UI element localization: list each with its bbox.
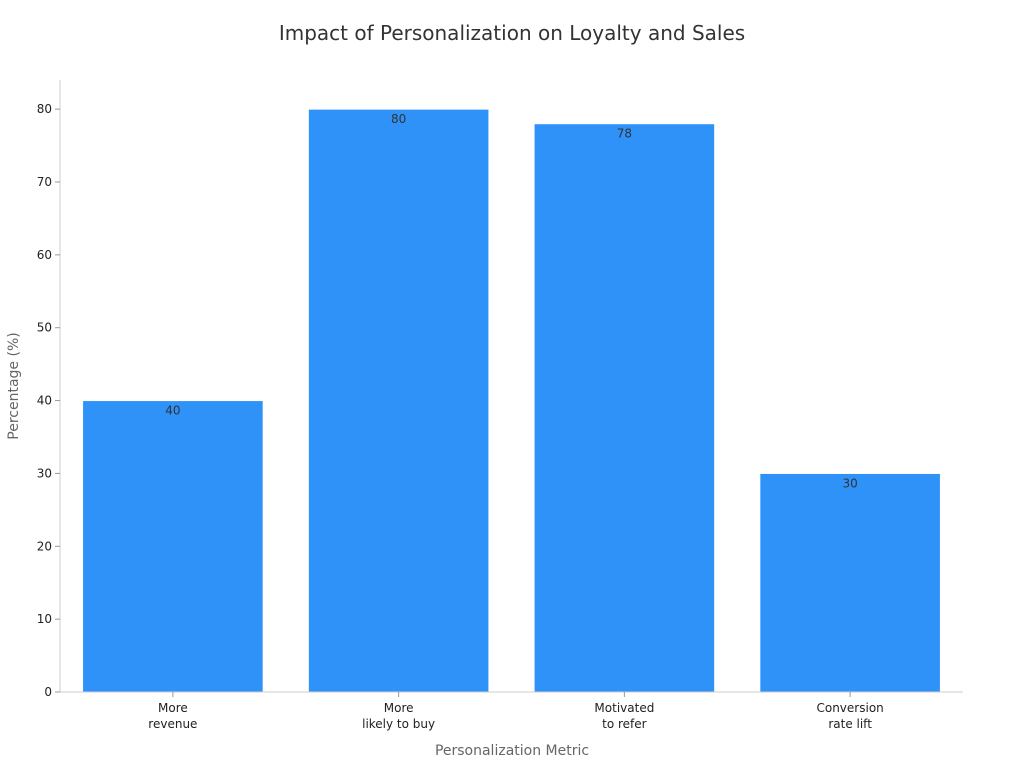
bar-2 xyxy=(533,123,716,693)
y-tick-label-3: 30 xyxy=(37,466,52,480)
bars-group: 40 80 78 30 xyxy=(82,108,941,693)
x-axis-label: Personalization Metric xyxy=(435,743,589,759)
y-tick-label-4: 40 xyxy=(37,394,52,408)
x-tick-label-3: Conversion rate lift xyxy=(816,701,883,731)
x-tick-label-0: More revenue xyxy=(148,701,197,731)
data-label-1: 80 xyxy=(391,112,406,126)
x-tick-label-2: Motivated to refer xyxy=(594,701,654,731)
chart-title: Impact of Personalization on Loyalty and… xyxy=(279,21,745,45)
y-tick-label-5: 50 xyxy=(37,321,52,335)
y-tick-label-0: 0 xyxy=(44,685,52,699)
x-tick-label-1: More likely to buy xyxy=(362,701,435,731)
y-tick-label-2: 20 xyxy=(37,539,52,553)
y-axis-label: Percentage (%) xyxy=(6,332,22,439)
y-tick-label-8: 80 xyxy=(37,102,52,116)
bar-3 xyxy=(759,472,941,693)
y-tick-label-6: 60 xyxy=(37,248,52,262)
data-label-3: 30 xyxy=(842,476,857,490)
data-label-2: 78 xyxy=(617,127,632,141)
x-axis: More revenue More likely to buy Motivated to … xyxy=(60,691,963,731)
y-tick-label-1: 10 xyxy=(37,612,52,626)
bar-1 xyxy=(307,108,490,693)
bar-0 xyxy=(82,400,264,693)
y-tick-label-7: 70 xyxy=(37,175,52,189)
y-axis: 0 10 20 30 40 50 60 70 80 xyxy=(37,80,61,699)
data-label-0: 40 xyxy=(165,404,180,418)
